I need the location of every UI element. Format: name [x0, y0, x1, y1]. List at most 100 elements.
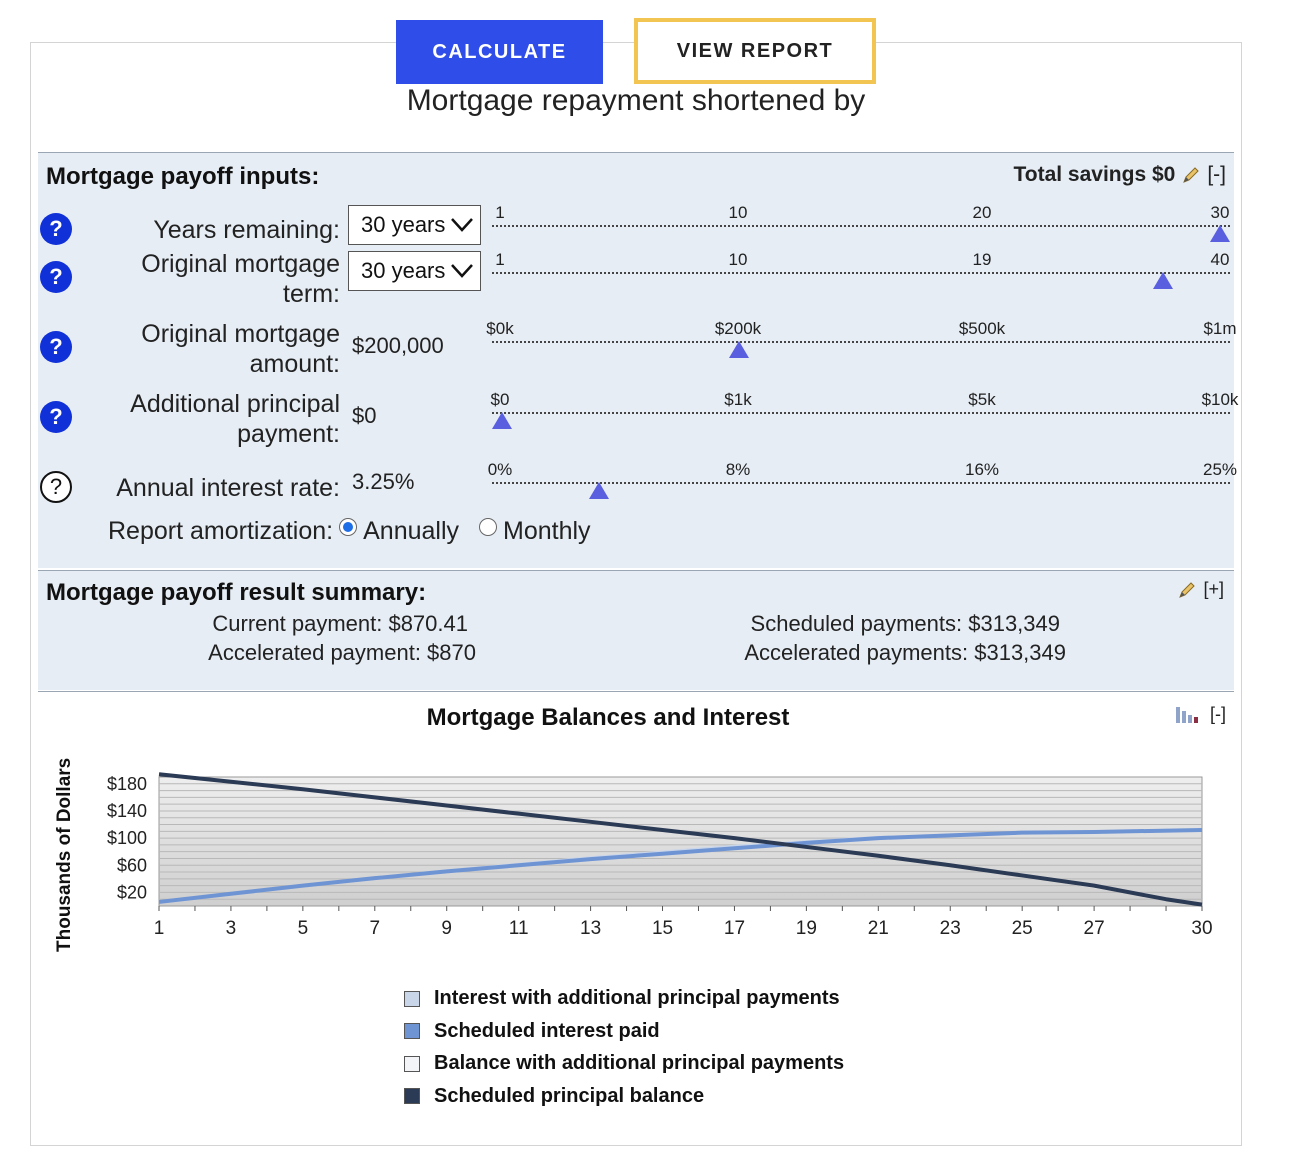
legend-item: Interest with additional principal payme…: [404, 987, 840, 1010]
interest-rate-label: Annual interest rate:: [116, 474, 340, 502]
chart-controls: [-]: [1174, 704, 1226, 725]
result-headline: Mortgage repayment shortened by: [406, 84, 866, 117]
x-tick-label: 13: [580, 918, 601, 939]
y-tick-label: $140: [107, 801, 147, 821]
slider-tick-label: $200k: [714, 319, 762, 338]
slider-thumb[interactable]: [588, 482, 609, 499]
help-icon[interactable]: ?: [40, 401, 72, 433]
chart-title: Mortgage Balances and Interest: [426, 704, 790, 731]
original-term-value: 30 years: [361, 258, 446, 283]
slider-track[interactable]: [492, 225, 1230, 227]
chart-collapse-toggle[interactable]: [-]: [1210, 704, 1226, 724]
help-icon[interactable]: ?: [40, 213, 72, 245]
legend-swatch: [404, 990, 420, 1007]
x-tick-label: 3: [226, 918, 237, 939]
summary-controls: [+]: [1177, 579, 1224, 600]
slider-tick-label: $0k: [486, 319, 514, 338]
x-tick-label: 21: [868, 918, 889, 939]
slider-track[interactable]: [492, 341, 1230, 343]
legend-item: Scheduled principal balance: [404, 1085, 704, 1108]
savings-controls: Total savings $0 [-]: [1013, 163, 1226, 187]
slider-thumb[interactable]: [1152, 272, 1173, 289]
x-tick-label: 15: [652, 918, 673, 939]
slider-tick-label: 0%: [487, 460, 513, 479]
bar-chart-icon[interactable]: [1174, 705, 1204, 725]
legend-swatch: [404, 1023, 420, 1039]
legend-swatch: [404, 1055, 420, 1072]
scheduled-payments: Scheduled payments: $313,349: [750, 611, 1060, 636]
legend-label: Interest with additional principal payme…: [434, 987, 840, 1009]
y-tick-label: $60: [117, 855, 147, 875]
original-amount-slider[interactable]: $0k $200k $500k $1m: [486, 319, 1237, 359]
chevron-down-icon: [451, 264, 473, 278]
amortization-row: Report amortization: Annually Monthly: [108, 517, 591, 546]
slider-tick-label: 30: [1210, 203, 1230, 222]
help-icon[interactable]: ?: [40, 471, 72, 503]
original-amount-label: Original mortgage amount:: [141, 320, 340, 378]
interest-rate-slider[interactable]: 0% 8% 16% 25%: [488, 460, 1237, 500]
accelerated-payment: Accelerated payment: $870: [208, 640, 476, 665]
slider-tick-label: $1m: [1203, 319, 1237, 338]
total-savings: Total savings $0: [1013, 163, 1176, 186]
help-icon[interactable]: ?: [40, 261, 72, 293]
chevron-down-icon: [451, 218, 473, 232]
pencil-icon[interactable]: [1181, 165, 1201, 185]
additional-principal-slider[interactable]: $0 $1k $5k $10k: [490, 390, 1238, 430]
series-line: [158, 772, 1203, 907]
legend-label: Scheduled interest paid: [434, 1019, 660, 1042]
years-remaining-slider[interactable]: 1 10 20 30: [492, 203, 1230, 243]
years-remaining-label: Years remaining:: [153, 216, 340, 244]
y-tick-label: $20: [117, 882, 147, 902]
pencil-icon[interactable]: [1177, 580, 1197, 600]
x-tick-label: 1: [154, 918, 165, 939]
slider-track[interactable]: [492, 482, 1230, 484]
x-tick-label: 7: [370, 918, 381, 939]
y-tick-label: $180: [107, 774, 147, 794]
slider-track[interactable]: [492, 272, 1230, 274]
slider-tick-label: 19: [972, 250, 992, 269]
slider-thumb[interactable]: [728, 341, 749, 358]
inputs-collapse-toggle[interactable]: [-]: [1207, 163, 1226, 186]
summary-expand-toggle[interactable]: [+]: [1203, 579, 1224, 599]
original-term-select[interactable]: 30 years: [348, 251, 481, 291]
slider-tick-label: $0: [490, 390, 510, 409]
legend-item: Scheduled interest paid: [404, 1020, 660, 1043]
inputs-panel: Mortgage payoff inputs: Total savings $0…: [38, 152, 1238, 568]
monthly-label: Monthly: [503, 517, 591, 545]
years-remaining-select[interactable]: 30 years: [348, 205, 481, 245]
calculate-button[interactable]: CALCULATE: [396, 20, 603, 84]
x-tick-label: 11: [509, 918, 529, 939]
annually-radio[interactable]: [339, 517, 358, 536]
years-remaining-value: 30 years: [361, 212, 446, 237]
chart-panel: Mortgage Balances and Interest [-] Thous…: [38, 691, 1234, 1131]
inputs-title: Mortgage payoff inputs:: [46, 163, 320, 190]
series-line: [158, 827, 1203, 904]
slider-tick-label: 8%: [725, 460, 751, 479]
slider-tick-label: 1: [495, 203, 505, 222]
slider-tick-label: 40: [1210, 250, 1230, 269]
original-term-label: Original mortgage term:: [141, 250, 340, 308]
plot-area: [158, 776, 1203, 907]
original-amount-value[interactable]: $200,000: [352, 333, 444, 358]
summary-title: Mortgage payoff result summary:: [46, 579, 427, 606]
x-tick-label: 5: [298, 918, 309, 939]
amortization-label: Report amortization:: [108, 517, 334, 545]
view-report-button[interactable]: VIEW REPORT: [634, 18, 876, 84]
monthly-radio[interactable]: [479, 517, 498, 536]
slider-thumb[interactable]: [492, 412, 512, 429]
slider-tick-label: 16%: [964, 460, 1000, 479]
x-tick-label: 25: [1012, 918, 1033, 939]
summary-panel: Mortgage payoff result summary: [+] Curr…: [38, 570, 1234, 690]
x-tick-label: 23: [940, 918, 961, 939]
current-payment: Current payment: $870.41: [212, 611, 468, 636]
additional-principal-value[interactable]: $0: [352, 403, 377, 428]
original-term-slider[interactable]: 1 10 19 40: [492, 250, 1230, 290]
interest-rate-value[interactable]: 3.25%: [352, 469, 415, 494]
slider-tick-label: 10: [728, 203, 748, 222]
slider-thumb[interactable]: [1210, 225, 1230, 242]
x-tick-label: 19: [796, 918, 817, 939]
slider-track[interactable]: [492, 412, 1230, 414]
help-icon[interactable]: ?: [40, 331, 72, 363]
annually-label: Annually: [363, 517, 460, 545]
